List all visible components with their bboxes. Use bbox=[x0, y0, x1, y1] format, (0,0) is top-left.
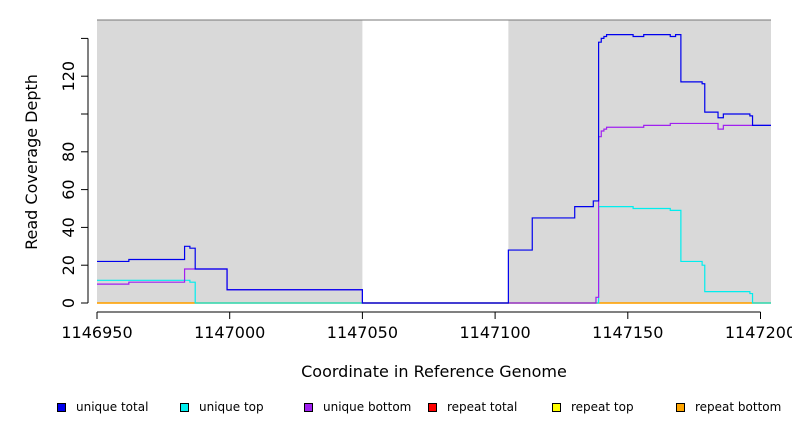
coverage-chart: 1146950 1147000 1147050 1147100 1147150 11472… bbox=[22, 19, 792, 381]
legend-item-repeat-bottom: repeat bottom bbox=[676, 400, 781, 414]
y-tick-label: 40 bbox=[59, 217, 78, 237]
shaded-region bbox=[97, 20, 363, 303]
legend-swatch-icon bbox=[180, 402, 189, 412]
y-tick-label: 20 bbox=[59, 255, 78, 275]
x-axis-label: Coordinate in Reference Genome bbox=[301, 362, 567, 381]
x-tick-label: 1147100 bbox=[459, 323, 530, 342]
legend-label: repeat bottom bbox=[695, 400, 782, 414]
y-tick-label: 80 bbox=[59, 142, 78, 162]
shaded-regions bbox=[97, 20, 771, 303]
legend-swatch-icon bbox=[428, 402, 437, 412]
legend-swatch-icon bbox=[676, 402, 685, 412]
x-tick-label: 1147000 bbox=[194, 323, 265, 342]
legend-item-repeat-total: repeat total bbox=[428, 400, 517, 414]
legend-item-unique-bottom: unique bottom bbox=[304, 400, 411, 414]
legend-item-unique-total: unique total bbox=[57, 400, 148, 414]
legend-item-unique-top: unique top bbox=[180, 400, 264, 414]
series-line-unique-top bbox=[97, 206, 771, 304]
legend: unique total unique top unique bottom re… bbox=[0, 400, 792, 420]
legend-swatch-icon bbox=[57, 402, 66, 412]
y-tick-label: 120 bbox=[59, 61, 78, 92]
legend-swatch-icon bbox=[552, 402, 561, 412]
legend-item-repeat-top: repeat top bbox=[552, 400, 634, 414]
y-tick-label: 0 bbox=[59, 298, 78, 308]
legend-label: unique bottom bbox=[323, 400, 412, 414]
legend-label: repeat total bbox=[447, 400, 518, 414]
shaded-region bbox=[508, 20, 771, 303]
series-lines bbox=[97, 34, 771, 304]
axes: 1146950 1147000 1147050 1147100 1147150 11472… bbox=[59, 19, 792, 342]
x-tick-label: 1147150 bbox=[592, 323, 663, 342]
legend-label: unique total bbox=[76, 400, 149, 414]
x-tick-label: 1147200 bbox=[725, 323, 792, 342]
x-tick-label: 1146950 bbox=[61, 323, 132, 342]
series-line-unique-bottom bbox=[97, 122, 771, 304]
series-line-unique-total bbox=[97, 34, 771, 304]
legend-swatch-icon bbox=[304, 402, 313, 412]
legend-label: repeat top bbox=[571, 400, 634, 414]
legend-label: unique top bbox=[199, 400, 264, 414]
x-tick-label: 1147050 bbox=[327, 323, 398, 342]
y-axis-label: Read Coverage Depth bbox=[22, 74, 41, 250]
y-tick-label: 60 bbox=[59, 179, 78, 199]
